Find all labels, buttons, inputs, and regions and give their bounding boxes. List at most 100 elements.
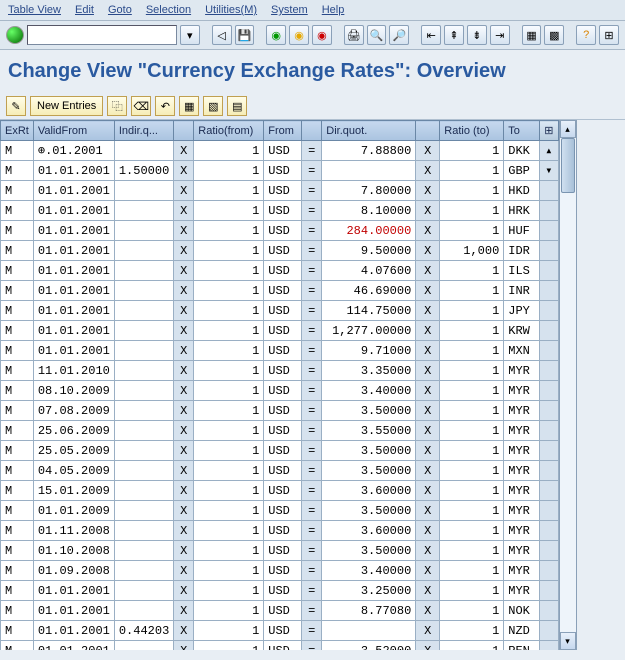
vertical-scrollbar[interactable]: ▴ ▾ [559, 120, 577, 650]
cell-ratioto[interactable]: 1 [440, 461, 504, 481]
cell-ratioto[interactable]: 1 [440, 321, 504, 341]
cell-from[interactable]: USD [264, 341, 302, 361]
cell-indir[interactable] [114, 321, 173, 341]
cell-to[interactable]: MYR [504, 401, 540, 421]
cell-exrt[interactable]: M [1, 461, 34, 481]
copy-icon[interactable]: ⿻ [107, 96, 127, 116]
cell-indir[interactable] [114, 301, 173, 321]
cell-ratiofrom[interactable]: 1 [194, 601, 264, 621]
first-page-icon[interactable]: ⇤ [421, 25, 441, 45]
cell-validfrom[interactable]: 01.11.2008 [33, 521, 114, 541]
cell-to[interactable]: JPY [504, 301, 540, 321]
cell-validfrom[interactable]: 01.01.2001 [33, 161, 114, 181]
cell-exrt[interactable]: M [1, 601, 34, 621]
cell-ratioto[interactable]: 1 [440, 641, 504, 651]
cell-ratioto[interactable]: 1 [440, 141, 504, 161]
cell-ratiofrom[interactable]: 1 [194, 161, 264, 181]
cell-to[interactable]: IDR [504, 241, 540, 261]
col-x2[interactable] [416, 121, 440, 141]
cell-from[interactable]: USD [264, 261, 302, 281]
col-x1[interactable] [174, 121, 194, 141]
cell-from[interactable]: USD [264, 601, 302, 621]
cell-to[interactable]: HRK [504, 201, 540, 221]
cell-ratiofrom[interactable]: 1 [194, 261, 264, 281]
cell-indir[interactable] [114, 201, 173, 221]
table-row[interactable]: M01.01.2001X1USD=284.00000X1HUF [1, 221, 559, 241]
cell-exrt[interactable]: M [1, 261, 34, 281]
cell-from[interactable]: USD [264, 441, 302, 461]
cell-indir[interactable] [114, 641, 173, 651]
cell-from[interactable]: USD [264, 181, 302, 201]
cell-to[interactable]: MYR [504, 381, 540, 401]
cell-from[interactable]: USD [264, 321, 302, 341]
cell-exrt[interactable]: M [1, 181, 34, 201]
cell-from[interactable]: USD [264, 301, 302, 321]
cell-from[interactable]: USD [264, 361, 302, 381]
cell-ratioto[interactable]: 1 [440, 521, 504, 541]
cell-to[interactable]: MYR [504, 441, 540, 461]
cell-ratioto[interactable]: 1 [440, 541, 504, 561]
cell-ratioto[interactable]: 1 [440, 621, 504, 641]
cell-validfrom[interactable]: 01.01.2001 [33, 341, 114, 361]
cell-dirquot[interactable]: 9.71000 [322, 341, 416, 361]
cell-dirquot[interactable]: 7.80000 [322, 181, 416, 201]
cell-ratiofrom[interactable]: 1 [194, 461, 264, 481]
cell-validfrom[interactable]: 07.08.2009 [33, 401, 114, 421]
table-row[interactable]: M01.01.2001X1USD=8.77080X1NOK [1, 601, 559, 621]
cell-validfrom[interactable]: 15.01.2009 [33, 481, 114, 501]
cell-from[interactable]: USD [264, 621, 302, 641]
cell-ratiofrom[interactable]: 1 [194, 361, 264, 381]
cell-indir[interactable] [114, 181, 173, 201]
table-row[interactable]: M⊕.01.2001X1USD=7.88800X1DKK▴ [1, 141, 559, 161]
cell-dirquot[interactable]: 3.40000 [322, 381, 416, 401]
cell-ratiofrom[interactable]: 1 [194, 441, 264, 461]
cell-exrt[interactable]: M [1, 221, 34, 241]
cell-dirquot[interactable]: 8.10000 [322, 201, 416, 221]
table-row[interactable]: M01.01.2001X1USD=7.80000X1HKD [1, 181, 559, 201]
cell-dirquot[interactable]: 3.50000 [322, 541, 416, 561]
cell-ratiofrom[interactable]: 1 [194, 561, 264, 581]
table-row[interactable]: M01.01.20010.44203X1USD=X1NZD [1, 621, 559, 641]
cell-exrt[interactable]: M [1, 401, 34, 421]
table-row[interactable]: M01.01.2001X1USD=114.75000X1JPY [1, 301, 559, 321]
cell-dirquot[interactable]: 284.00000 [322, 221, 416, 241]
cell-ratiofrom[interactable]: 1 [194, 201, 264, 221]
cell-from[interactable]: USD [264, 501, 302, 521]
change-icon[interactable]: ✎ [6, 96, 26, 116]
cell-to[interactable]: MYR [504, 521, 540, 541]
cell-to[interactable]: MYR [504, 561, 540, 581]
cell-indir[interactable] [114, 581, 173, 601]
cell-ctrl[interactable]: ▴ [540, 141, 558, 161]
cell-validfrom[interactable]: 25.06.2009 [33, 421, 114, 441]
cell-indir[interactable] [114, 461, 173, 481]
help-icon[interactable]: ? [576, 25, 596, 45]
cell-dirquot[interactable]: 3.52000 [322, 641, 416, 651]
cell-validfrom[interactable]: 11.01.2010 [33, 361, 114, 381]
cell-indir[interactable]: 0.44203 [114, 621, 173, 641]
cell-ratiofrom[interactable]: 1 [194, 581, 264, 601]
scroll-up-icon[interactable]: ▴ [560, 120, 576, 138]
cell-ratiofrom[interactable]: 1 [194, 421, 264, 441]
cell-from[interactable]: USD [264, 161, 302, 181]
cell-validfrom[interactable]: 01.10.2008 [33, 541, 114, 561]
cell-from[interactable]: USD [264, 641, 302, 651]
cell-to[interactable]: ILS [504, 261, 540, 281]
delete-icon[interactable]: ⌫ [131, 96, 151, 116]
cell-validfrom[interactable]: 01.01.2001 [33, 201, 114, 221]
cell-ratioto[interactable]: 1 [440, 381, 504, 401]
cell-validfrom[interactable]: 01.01.2001 [33, 241, 114, 261]
cell-indir[interactable] [114, 421, 173, 441]
prev-page-icon[interactable]: ⇞ [444, 25, 464, 45]
cell-ratioto[interactable]: 1 [440, 201, 504, 221]
cell-from[interactable]: USD [264, 221, 302, 241]
cell-validfrom[interactable]: 01.01.2001 [33, 641, 114, 651]
cell-dirquot[interactable]: 114.75000 [322, 301, 416, 321]
cell-ratiofrom[interactable]: 1 [194, 521, 264, 541]
cell-exrt[interactable]: M [1, 501, 34, 521]
cell-exrt[interactable]: M [1, 421, 34, 441]
table-row[interactable]: M15.01.2009X1USD=3.60000X1MYR [1, 481, 559, 501]
cell-from[interactable]: USD [264, 541, 302, 561]
table-row[interactable]: M11.01.2010X1USD=3.35000X1MYR [1, 361, 559, 381]
cell-validfrom[interactable]: 01.01.2001 [33, 221, 114, 241]
menu-selection[interactable]: Selection [146, 4, 191, 16]
